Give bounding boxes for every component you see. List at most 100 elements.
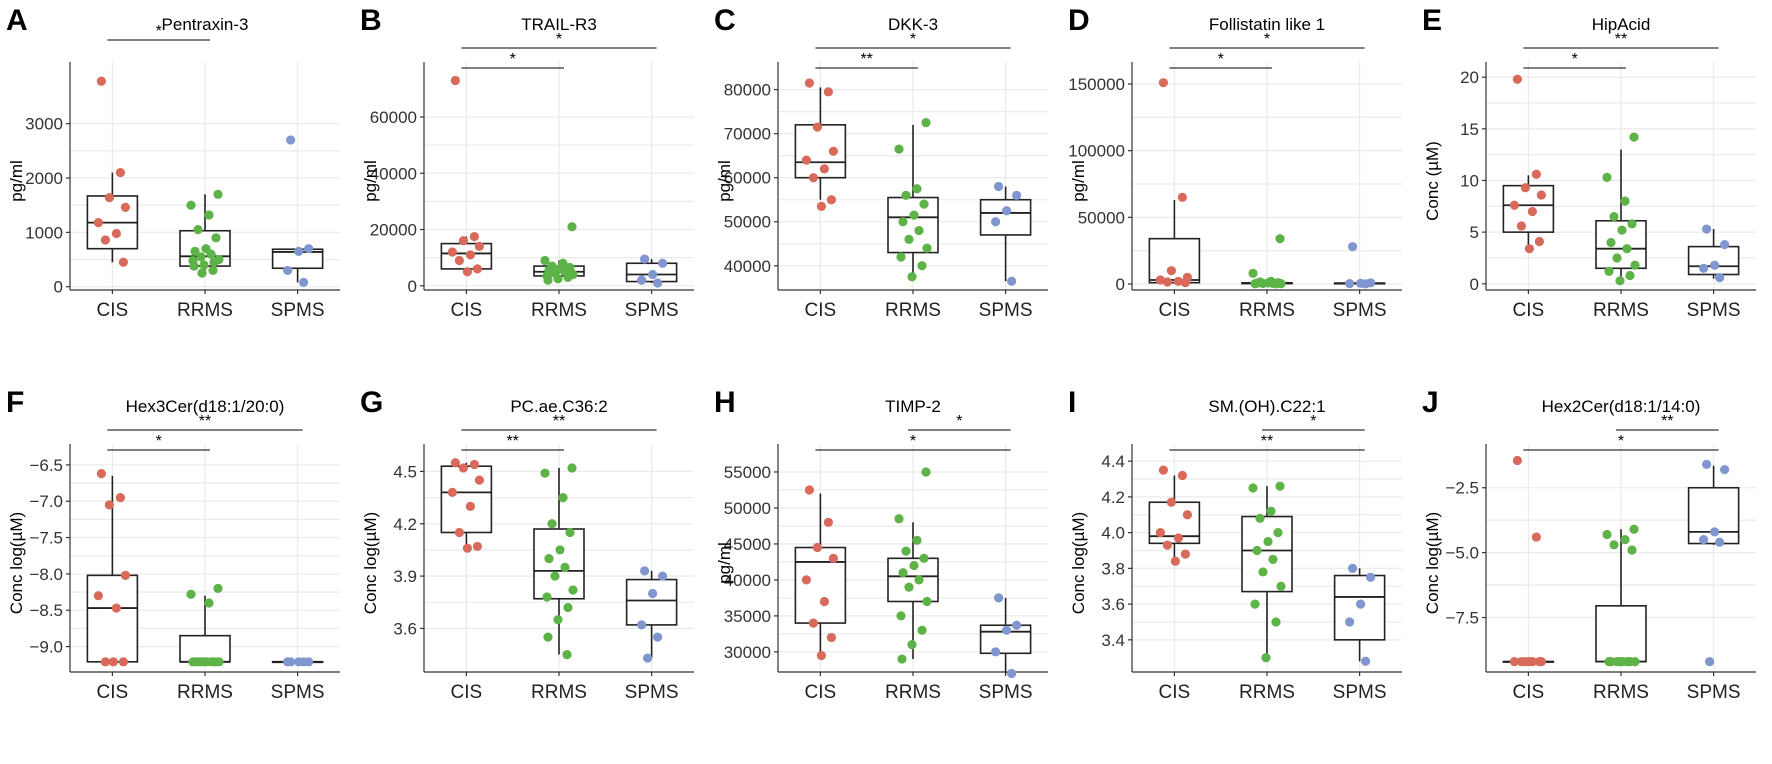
- points-rrms: [1248, 481, 1286, 663]
- significance-bracket: **: [1523, 31, 1719, 49]
- y-tick-label: 45000: [724, 535, 771, 554]
- data-point: [1173, 533, 1183, 543]
- data-point: [542, 592, 552, 602]
- panel-letter: A: [6, 4, 28, 37]
- data-point: [1162, 277, 1172, 287]
- data-point: [567, 463, 577, 473]
- data-point: [1002, 625, 1012, 635]
- significance-bracket: **: [1169, 433, 1365, 451]
- data-point: [896, 252, 906, 262]
- box-rrms: [1595, 529, 1647, 663]
- panel-title: HipAcid: [1592, 15, 1651, 34]
- x-tick-label-rrms: RRMS: [885, 300, 941, 321]
- significance-bracket: *: [107, 433, 210, 451]
- data-point: [819, 596, 829, 607]
- data-point: [553, 615, 563, 625]
- significance-bracket: *: [815, 433, 1011, 451]
- panel-letter: C: [714, 4, 736, 37]
- data-point: [1248, 483, 1258, 493]
- data-point: [540, 255, 550, 266]
- data-point: [1155, 275, 1165, 285]
- data-point: [100, 657, 110, 667]
- box-cis: [86, 475, 139, 663]
- data-point: [1705, 657, 1715, 667]
- data-point: [1516, 221, 1526, 231]
- data-point: [648, 269, 658, 280]
- y-tick-label: 5: [1470, 223, 1479, 242]
- points-spms: [637, 566, 668, 663]
- y-axis-label: pg/ml: [715, 160, 734, 202]
- data-point: [189, 261, 199, 271]
- data-point: [1158, 465, 1168, 475]
- data-point: [897, 654, 907, 664]
- y-axis-label: Conc log(µM): [361, 512, 380, 614]
- data-point: [469, 459, 479, 470]
- data-point: [474, 475, 484, 485]
- box-cis: [1148, 475, 1201, 562]
- data-point: [1180, 549, 1190, 559]
- data-point: [283, 657, 293, 667]
- data-point: [1699, 535, 1709, 545]
- x-tick-label-cis: CIS: [805, 682, 837, 703]
- data-point: [115, 493, 125, 503]
- data-point: [1258, 278, 1268, 289]
- data-point: [1509, 200, 1519, 210]
- data-point: [1271, 617, 1281, 627]
- data-point: [658, 571, 668, 581]
- data-point: [563, 272, 573, 282]
- data-point: [1531, 169, 1541, 179]
- data-point: [808, 618, 818, 628]
- data-point: [898, 217, 908, 227]
- data-point: [1263, 536, 1273, 547]
- data-point: [563, 602, 573, 613]
- data-point: [1002, 206, 1012, 216]
- data-point: [894, 144, 904, 154]
- data-point: [1345, 279, 1355, 289]
- data-point: [1625, 270, 1635, 281]
- data-point: [1007, 276, 1017, 286]
- data-point: [283, 265, 293, 276]
- data-point: [1516, 657, 1526, 667]
- data-point: [898, 568, 908, 578]
- significance-label: *: [1618, 433, 1624, 450]
- panel-letter: D: [1068, 4, 1090, 37]
- data-point: [1166, 497, 1176, 507]
- y-tick-label: 0: [1116, 275, 1125, 294]
- data-point: [1702, 224, 1712, 234]
- y-tick-label: 2000: [25, 169, 63, 188]
- points-rrms: [540, 463, 578, 660]
- data-point: [1699, 263, 1709, 273]
- y-axis-label: Conc log(µM): [1423, 512, 1442, 614]
- data-point: [1512, 74, 1522, 84]
- significance-bracket: *: [461, 31, 657, 49]
- y-tick-label: 20000: [370, 221, 417, 240]
- significance-label: *: [1572, 51, 1578, 68]
- points-rrms: [894, 118, 932, 282]
- y-tick-label: 30000: [724, 643, 771, 662]
- data-point: [294, 246, 304, 257]
- significance-label: **: [506, 433, 518, 450]
- panel-i: I SM.(OH).C22:1 3.4 3.6 3.8 4.0 4.2 4.4 Conc log…: [1068, 386, 1402, 703]
- data-point: [565, 527, 575, 538]
- significance-label: **: [1261, 433, 1273, 450]
- y-axis-label: pg/ml: [1069, 160, 1088, 202]
- x-tick-label-spms: SPMS: [1333, 300, 1387, 321]
- points-cis: [447, 458, 484, 553]
- data-point: [1627, 545, 1637, 555]
- data-point: [1182, 510, 1192, 520]
- data-point: [199, 657, 209, 667]
- data-point: [188, 657, 198, 667]
- x-tick-label-cis: CIS: [97, 682, 129, 703]
- y-tick-label: 3.9: [393, 567, 417, 586]
- data-point: [1275, 234, 1285, 244]
- box-iqr: [625, 578, 678, 626]
- data-point: [93, 591, 103, 601]
- data-point: [1620, 196, 1630, 206]
- box-iqr: [1148, 237, 1201, 284]
- data-point: [1625, 657, 1635, 667]
- data-point: [1273, 528, 1283, 538]
- data-point: [812, 542, 822, 553]
- data-point: [474, 241, 484, 251]
- box-spms: [625, 570, 678, 659]
- points-rrms: [540, 222, 578, 285]
